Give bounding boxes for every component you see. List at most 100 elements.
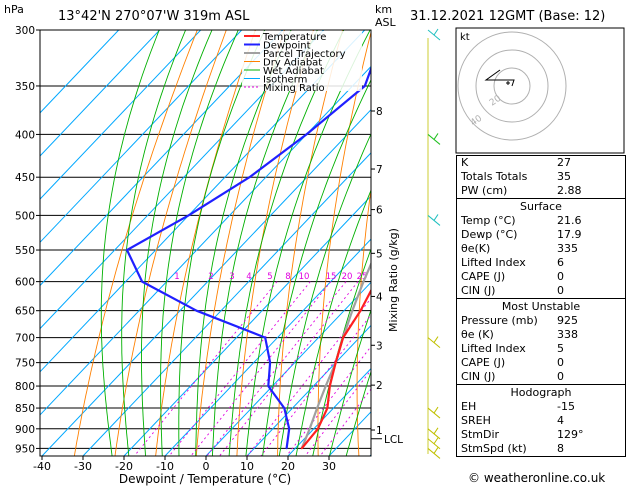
isotherm-line [40, 65, 371, 416]
km-tick-label: 6 [376, 205, 383, 217]
isotherm-line [287, 367, 371, 456]
surface-value: 0 [557, 270, 564, 283]
most-unstable-block: Most Unstable Pressure (mb) 925 θe (K) 338 L… [457, 298, 625, 384]
wind-barb-flag [433, 336, 439, 343]
hpa-unit-label: hPa [4, 3, 24, 16]
dry-adiabat-line [73, 30, 198, 456]
hodograph-stat-row: SREH 4 [457, 414, 625, 428]
most-unstable-key: CIN (J) [461, 370, 496, 383]
legend-mixing-ratio: Mixing Ratio [263, 83, 325, 94]
surface-row: CIN (J) 0 [457, 284, 625, 298]
hodograph-stat-value: 8 [557, 442, 564, 455]
mixing-ratio-label: 8 [285, 272, 290, 282]
surface-key: Lifted Index [461, 256, 526, 269]
surface-row: Dewp (°C) 17.9 [457, 228, 625, 242]
mixing-ratio-label: 20 [342, 272, 353, 282]
legend-dewpoint: Dewpoint [263, 41, 311, 52]
pressure-tick-label: 450 [15, 172, 35, 184]
mixing-ratio-label: 4 [246, 272, 251, 282]
hodograph-frame [455, 27, 625, 154]
wet-adiabat-line [312, 247, 371, 456]
wind-barb-flag [433, 427, 439, 435]
pressure-tick-label: 850 [15, 403, 35, 415]
legend-temperature: Temperature [262, 32, 326, 43]
temperature-point [300, 447, 303, 450]
dewpoint-point [283, 407, 286, 409]
hodograph-stat-row: StmSpd (kt) 8 [457, 442, 625, 456]
km-tick-label: 5 [376, 248, 383, 260]
wet-adiabat-line [178, 30, 266, 456]
wind-barb [427, 427, 441, 440]
temp-tick-label: 0 [203, 460, 210, 473]
most-unstable-value: 0 [557, 370, 564, 383]
wind-barb [427, 28, 441, 41]
km-tick-label: 8 [376, 106, 383, 118]
dewpoint-point [187, 214, 190, 217]
hodograph-stat-key: StmDir [461, 428, 500, 441]
y-axis-title: Mixing Ratio (g/kg) [387, 228, 400, 332]
pressure-tick-label: 400 [15, 129, 35, 141]
lcl-label: LCL [384, 434, 403, 446]
hodograph-ring-inner [493, 67, 531, 105]
wet-adiabat-line [278, 132, 371, 456]
isotherm-line [40, 30, 202, 200]
isotherm-line [40, 30, 366, 373]
wet-adiabat-line [211, 30, 318, 456]
hodograph-ring-middle [475, 49, 549, 123]
pressure-tick-label: 700 [15, 333, 35, 345]
temp-tick-label: -40 [33, 460, 51, 473]
mixing-ratio-line [286, 345, 371, 456]
mixing-ratio-label: 25 [357, 272, 368, 282]
dewpoint-point [364, 85, 366, 87]
temperature-point [329, 385, 331, 387]
surface-row: θe(K) 335 [457, 242, 625, 256]
km-tick-label: 4 [376, 291, 383, 303]
wet-adiabat-line [195, 30, 292, 456]
hodograph-stat-value: 4 [557, 414, 564, 427]
index-row: Totals Totals 35 [457, 170, 625, 184]
wet-adiabat-line [295, 189, 371, 456]
temp-tick-label: 10 [240, 460, 254, 473]
wind-barb [427, 214, 441, 226]
asl-unit-label: ASL [375, 16, 397, 29]
isotherm-line [40, 30, 243, 244]
pressure-tick-label: 800 [15, 381, 35, 393]
most-unstable-row: Lifted Index 5 [457, 342, 625, 356]
mixing-ratio-label: 10 [299, 272, 310, 282]
hodograph-stat-row: StmDir 129° [457, 428, 625, 442]
dewpoint-point [248, 176, 251, 178]
pressure-tick-label: 950 [15, 443, 35, 455]
parcel-point [316, 407, 318, 409]
wet-adiabat-line [100, 30, 160, 456]
legend-dry-adiabat: Dry Adiabat [263, 58, 322, 69]
location-title: 13°42'N 270°07'W 319m ASL [58, 9, 250, 24]
legend-parcel: Parcel Trajectory [263, 49, 346, 60]
surface-key: Dewp (°C) [461, 228, 518, 241]
parcel-point [324, 385, 327, 387]
most-unstable-key: Pressure (mb) [461, 314, 538, 327]
parcel-point [308, 428, 311, 430]
dewpoint-point [285, 447, 288, 450]
mixing-ratio-label: 3 [229, 272, 234, 282]
dewpoint-point [267, 385, 270, 387]
hodograph-ring-outer [457, 31, 567, 141]
index-key: Totals Totals [461, 170, 528, 183]
hodograph: kt 20 40 [455, 27, 625, 154]
dry-adiabat-line [195, 30, 285, 456]
wind-barb-flag [433, 133, 439, 140]
temperature-point [375, 281, 377, 283]
hodograph-stat-key: SREH [461, 414, 491, 427]
pressure-tick-label: 300 [15, 25, 35, 37]
temp-tick-label: -10 [156, 460, 174, 473]
dry-adiabat-line [155, 30, 256, 456]
most-unstable-key: CAPE (J) [461, 356, 506, 369]
most-unstable-row: CAPE (J) 0 [457, 356, 625, 370]
km-unit-label: km [375, 3, 392, 16]
temperature-point [425, 176, 427, 178]
dewpoint-point [264, 336, 266, 339]
mixing-ratio-line [190, 281, 332, 456]
wind-barb-flag [433, 447, 439, 454]
wind-barb [427, 406, 441, 419]
dewpoint-point [126, 249, 128, 251]
